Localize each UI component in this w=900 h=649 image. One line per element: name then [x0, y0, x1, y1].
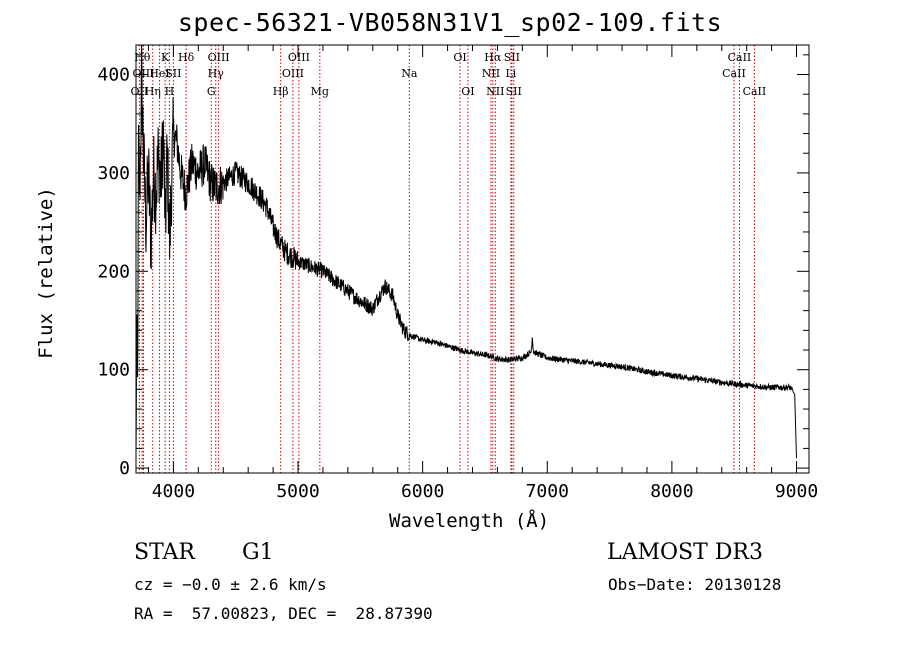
redshift-velocity: cz = −0.0 ± 2.6 km/s [134, 575, 327, 594]
line-marker-label: Hα [484, 51, 502, 64]
x-axis-label: Wavelength (Å) [389, 510, 550, 532]
line-marker-label: Hγ [208, 67, 225, 80]
line-marker-label: OII [131, 85, 149, 98]
line-marker-label: G [207, 85, 216, 98]
x-tick-label: 4000 [152, 481, 195, 502]
survey-name: LAMOST DR3 [607, 540, 763, 565]
object-class: STAR [134, 540, 195, 565]
line-marker-label: K [161, 51, 170, 64]
line-marker-label: SII [506, 85, 522, 98]
y-tick-label: 400 [97, 65, 130, 86]
emission-line-markers [138, 45, 755, 473]
line-marker-label: Hβ [273, 85, 289, 98]
y-tick-label: 200 [97, 261, 130, 282]
axis-ticks [136, 45, 809, 473]
y-tick-label: 0 [119, 458, 130, 479]
plot-frame [135, 44, 810, 474]
line-marker-label: Hδ [178, 51, 195, 64]
sky-coordinates: RA = 57.00823, DEC = 28.87390 [134, 604, 433, 623]
observation-date: Obs−Date: 20130128 [608, 575, 782, 594]
x-tick-label: 5000 [276, 481, 319, 502]
object-subclass: G1 [242, 540, 274, 565]
line-marker-label: CaII [728, 51, 752, 64]
line-marker-label: OI [453, 51, 466, 64]
y-axis-label: Flux (relative) [35, 187, 57, 359]
x-tick-label: 7000 [526, 481, 569, 502]
line-marker-label: SII [504, 51, 520, 64]
line-marker-label: Hη [145, 85, 161, 98]
line-marker-label: Li [505, 67, 516, 80]
x-tick-label: 9000 [775, 481, 818, 502]
y-tick-label: 100 [97, 360, 130, 381]
spectrum-series [135, 44, 797, 459]
line-marker-label: NII [482, 67, 500, 80]
x-tick-label: 6000 [401, 481, 444, 502]
emission-line-labels: OII Hθ OIII Hη HeI K H SII Hδ G Hγ OIII Hβ OIII OIII Mg… [131, 51, 767, 98]
line-marker-label: H [165, 85, 175, 98]
line-marker-label: Mg [311, 85, 329, 98]
line-marker-label: NII [486, 85, 504, 98]
line-marker-label: OI [461, 85, 474, 98]
line-marker-label: OIII [282, 67, 304, 80]
spectrum-line [135, 44, 797, 459]
line-marker-label: OIII [208, 51, 230, 64]
axis-tick-labels: 4000 5000 6000 7000 8000 9000 0 100 200 300 400 [97, 65, 818, 502]
line-marker-label: SII [165, 67, 181, 80]
y-tick-label: 300 [97, 163, 130, 184]
line-marker-label: CaII [743, 85, 767, 98]
x-tick-label: 8000 [650, 481, 693, 502]
line-marker-label: Na [401, 67, 418, 80]
line-marker-label: OIII [288, 51, 310, 64]
line-marker-label: HeI [149, 67, 169, 80]
chart-title: spec-56321-VB058N31V1_sp02-109.fits [177, 8, 723, 37]
line-marker-label: OIII [132, 67, 154, 80]
line-marker-label: Hθ [134, 51, 151, 64]
line-marker-label: CaII [722, 67, 746, 80]
